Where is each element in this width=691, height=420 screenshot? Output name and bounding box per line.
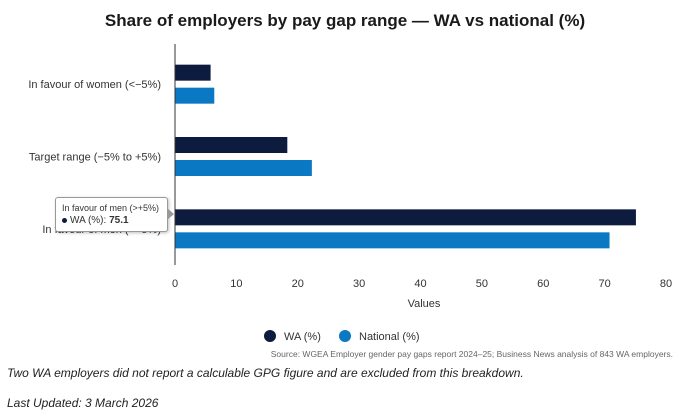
tooltip-series-dot <box>62 217 67 223</box>
x-tick-label: 30 <box>353 278 365 290</box>
tooltip-title: In favour of men (>+5%) <box>62 203 160 213</box>
x-tick-label: 10 <box>230 278 242 290</box>
tooltip: In favour of men (>+5%) WA (%): 75.1 <box>55 197 174 232</box>
bar-national[interactable] <box>175 160 312 176</box>
x-tick-label: 60 <box>537 278 549 290</box>
legend-item-wa[interactable]: WA (%) <box>264 330 321 343</box>
tooltip-value: 75.1 <box>109 215 129 226</box>
category-labels: In favour of women (<−5%) Target range (−… <box>28 79 161 236</box>
x-tick-label: 70 <box>599 278 611 290</box>
x-tick-label: 40 <box>414 278 426 290</box>
bar-national[interactable] <box>175 87 215 104</box>
x-axis-title: Values <box>408 298 441 310</box>
footnote: Two WA employers did not report a calcul… <box>7 366 524 380</box>
legend-marker <box>264 330 276 342</box>
last-updated: Last Updated: 3 March 2026 <box>7 396 159 410</box>
bar-wa[interactable] <box>175 64 211 81</box>
x-tick-label: 0 <box>172 278 178 290</box>
tooltip-series-label: WA (%): <box>70 215 107 226</box>
legend-label: National (%) <box>359 331 420 343</box>
source-note: Source: WGEA Employer gender pay gaps re… <box>271 349 673 359</box>
tooltip-row: WA (%): 75.1 <box>62 215 161 226</box>
legend[interactable]: WA (%) National (%) <box>264 330 420 343</box>
legend-item-national[interactable]: National (%) <box>339 330 420 343</box>
x-tick-label: 50 <box>476 278 488 290</box>
bar-national[interactable] <box>175 232 610 249</box>
x-tick-label: 20 <box>292 278 304 290</box>
category-label: Target range (−5% to +5%) <box>29 152 161 164</box>
legend-marker <box>339 330 351 342</box>
legend-label: WA (%) <box>284 331 321 343</box>
bars-layer <box>175 64 636 249</box>
bar-wa[interactable] <box>175 137 288 153</box>
bar-wa[interactable] <box>175 209 636 226</box>
x-axis-ticks: 0 10 20 30 40 50 60 70 80 <box>172 278 672 290</box>
chart-title: Share of employers by pay gap range — WA… <box>105 11 585 30</box>
category-label: In favour of women (<−5%) <box>28 79 161 91</box>
x-tick-label: 80 <box>660 278 672 290</box>
